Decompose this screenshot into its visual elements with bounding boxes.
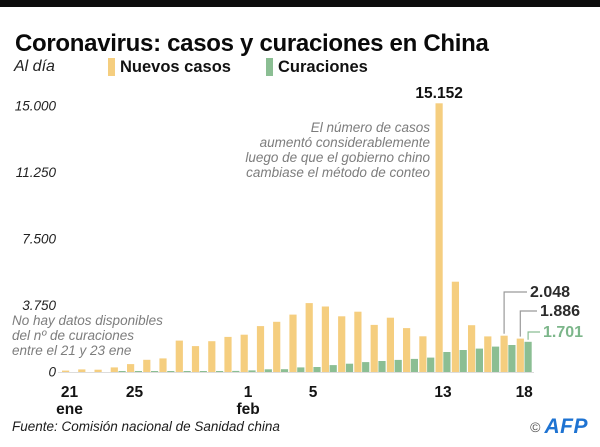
bar-curaciones (297, 367, 305, 372)
bar-curaciones (427, 357, 435, 372)
bar-curaciones (199, 371, 207, 372)
bar-nuevos-casos (419, 336, 427, 372)
no-data-note-line: del nº de curaciones (12, 328, 134, 343)
bar-curaciones (329, 365, 337, 372)
bar-nuevos-casos (451, 281, 459, 372)
bar-curaciones (475, 348, 483, 372)
bar-curaciones (492, 346, 500, 372)
top-black-bar (0, 0, 600, 7)
chart-area: 0 3.750 7.500 11.250 15.000 21 ene 25 1 feb 5 13 18 1… (0, 85, 600, 418)
bar-nuevos-casos (321, 306, 329, 372)
peak-value-label: 15.152 (415, 85, 462, 102)
bar-curaciones (118, 371, 126, 372)
bar-curaciones (313, 367, 321, 372)
x-tick-label: 18 (516, 384, 534, 401)
bar-nuevos-casos (500, 335, 508, 372)
bar-curaciones (134, 371, 142, 372)
bar-curaciones (151, 371, 159, 372)
curaciones-swatch-icon (266, 58, 273, 76)
bar-curaciones (167, 371, 175, 372)
bar-curaciones (459, 350, 467, 372)
bar-nuevos-casos (468, 325, 476, 372)
bar-curaciones (280, 369, 289, 372)
source-credit: Fuente: Comisión nacional de Sanidad chi… (12, 419, 280, 434)
y-tick-label: 15.000 (15, 99, 57, 114)
bar-curaciones (264, 369, 272, 372)
bar-curaciones (410, 358, 418, 372)
bar-nuevos-casos (175, 340, 183, 372)
y-tick-label: 3.750 (22, 298, 56, 313)
method-note-line: cambiase el método de conteo (246, 165, 430, 180)
bar-nuevos-casos (256, 326, 265, 372)
callout-label: 1.701 (543, 324, 583, 341)
method-note-line: luego de que el gobierno chino (245, 150, 430, 165)
x-tick-sublabel: ene (56, 401, 83, 417)
bar-nuevos-casos (78, 369, 86, 372)
bar-nuevos-casos (403, 328, 411, 372)
afp-logo-text: AFP (544, 415, 588, 438)
bar-nuevos-casos (127, 364, 135, 372)
x-tick-label: 25 (126, 384, 144, 401)
y-tick-label: 7.500 (22, 232, 56, 247)
bar-nuevos-casos (338, 316, 346, 372)
bar-curaciones (524, 341, 532, 372)
nuevos-casos-swatch-icon (108, 58, 115, 76)
callout-line (503, 291, 527, 334)
bar-nuevos-casos (484, 336, 492, 372)
bar-nuevos-casos (143, 359, 151, 372)
bar-nuevos-casos (224, 336, 232, 372)
y-tick-label: 11.250 (16, 165, 57, 180)
legend-label: Curaciones (278, 58, 368, 76)
bar-curaciones (394, 359, 402, 372)
x-tick-sublabel: feb (236, 401, 259, 417)
bar-nuevos-casos (370, 324, 378, 372)
x-tick-label: 21 (61, 384, 79, 401)
bar-nuevos-casos (159, 358, 167, 372)
bar-nuevos-casos (516, 338, 524, 372)
bar-nuevos-casos (110, 367, 118, 372)
x-tick-label: 1 (244, 384, 253, 401)
bar-nuevos-casos (62, 370, 70, 372)
bar-curaciones (248, 370, 256, 372)
x-tick-label: 5 (309, 384, 318, 401)
bar-curaciones (183, 371, 191, 372)
no-data-note-line: No hay datos disponibles (12, 313, 163, 328)
bar-curaciones (443, 352, 451, 372)
legend-label: Nuevos casos (120, 58, 231, 76)
bar-nuevos-casos (208, 341, 216, 372)
page-title: Coronavirus: casos y curaciones en China (15, 30, 489, 58)
afp-logo: © AFP (530, 416, 588, 440)
legend: Al día Nuevos casos Curaciones (14, 56, 594, 80)
bar-nuevos-casos (94, 369, 102, 372)
method-note-line: aumentó considerablemente (260, 135, 430, 150)
callout-line (527, 331, 540, 340)
bar-nuevos-casos (240, 334, 248, 372)
bar-curaciones (508, 345, 516, 372)
bar-nuevos-casos (435, 103, 443, 373)
bar-curaciones (362, 362, 370, 372)
bar-nuevos-casos (273, 321, 281, 372)
bar-nuevos-casos (289, 314, 297, 372)
copyright-icon: © (530, 419, 541, 435)
bar-nuevos-casos (386, 317, 394, 372)
bar-nuevos-casos (191, 346, 200, 372)
bar-curaciones (345, 363, 354, 372)
x-tick-label: 13 (434, 384, 452, 401)
bar-curaciones (216, 371, 224, 372)
bar-nuevos-casos (305, 303, 313, 372)
no-data-note-line: entre el 21 y 23 ene (12, 343, 131, 358)
bar-nuevos-casos (354, 311, 362, 372)
y-tick-label: 0 (48, 365, 56, 380)
callout-label: 2.048 (530, 284, 570, 301)
bar-curaciones (378, 361, 386, 372)
bar-curaciones (232, 370, 240, 372)
callout-label: 1.886 (540, 303, 580, 320)
method-note-line: El número de casos (311, 120, 431, 135)
callout-line (519, 310, 537, 337)
unit-label: Al día (14, 58, 55, 75)
